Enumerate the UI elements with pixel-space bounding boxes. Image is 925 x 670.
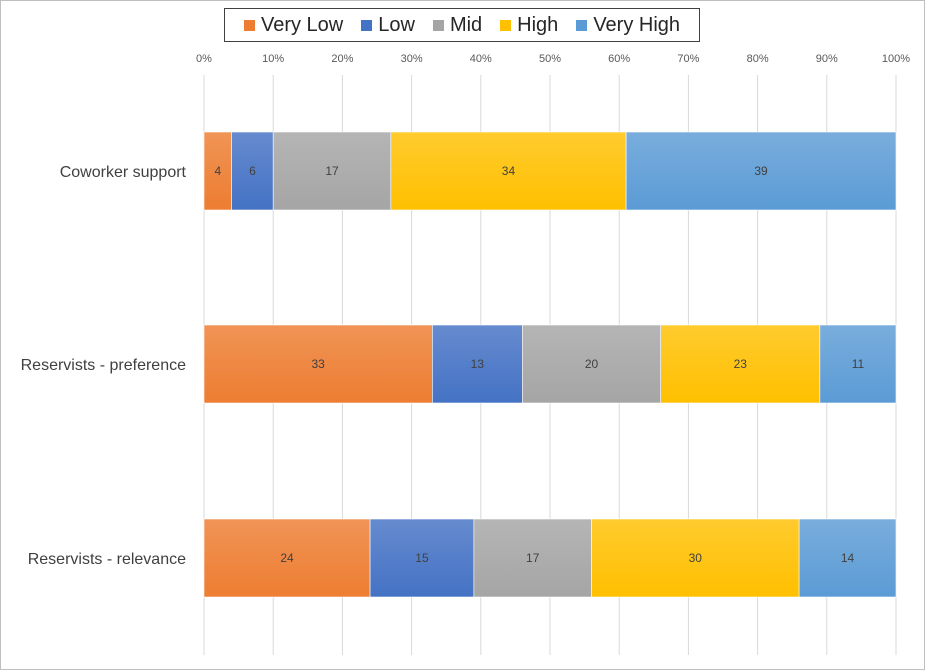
x-tick-label: 90% [816,53,838,65]
bar-segment [231,131,274,211]
bar-segment [798,518,897,598]
x-tick-label: 100% [882,53,910,65]
x-tick-label: 30% [401,53,423,65]
x-tick-label: 0% [196,53,212,65]
x-tick-label: 20% [331,53,353,65]
legend-swatch-high [500,19,512,31]
category-label: Reservists - relevance [28,551,186,568]
data-label: 24 [280,551,294,565]
bar-segment [522,324,662,404]
legend-label-low: Low [378,13,415,36]
bar-segment [473,518,592,598]
data-label: 15 [415,551,429,565]
bar-segment [390,131,627,211]
x-tick-label: 40% [470,53,492,65]
data-label: 23 [734,357,748,371]
data-label: 4 [214,164,221,178]
x-tick-label: 50% [539,53,561,65]
data-label: 11 [852,357,865,371]
bar-segment [432,324,523,404]
data-label: 30 [689,551,703,565]
bar-segment [819,324,897,404]
bar-segment [369,518,475,598]
legend-item-mid: Mid [432,13,483,37]
data-label: 14 [841,551,855,565]
data-label: 17 [325,164,339,178]
legend-item-high: High [500,14,558,37]
legend-item-very-high: Very High [576,14,680,37]
x-tick-label: 70% [677,53,699,65]
bar-segment [203,324,433,404]
bar-segment [591,518,800,598]
data-label: 39 [754,164,768,178]
bar-segment [625,131,897,211]
legend: Very Low Low Mid High Very High [224,8,700,42]
legend-label-mid: Mid [449,13,483,36]
category-label: Coworker support [60,164,187,181]
legend-item-low: Low [361,14,415,37]
legend-label-high: High [517,13,559,36]
data-label: 6 [249,164,256,178]
x-tick-label: 10% [262,53,284,65]
data-label: 13 [471,357,485,371]
legend-label-very-low: Very Low [260,13,344,36]
legend-swatch-mid [432,19,444,31]
bar-segment [660,324,821,404]
x-tick-label: 60% [608,53,630,65]
data-label: 20 [585,357,599,371]
data-label: 34 [502,164,516,178]
data-label: 17 [526,551,540,565]
legend-label-very-high: Very High [593,13,681,36]
data-label: 33 [312,357,326,371]
bar-segment [203,131,232,211]
category-label: Reservists - preference [21,357,186,374]
legend-item-very-low: Very Low [243,13,344,37]
legend-swatch-very-low [243,19,255,31]
bar-segment [203,518,371,598]
legend-swatch-very-high [576,19,588,31]
legend-swatch-low [361,19,373,31]
bar-segment [272,131,392,211]
x-tick-label: 80% [747,53,769,65]
